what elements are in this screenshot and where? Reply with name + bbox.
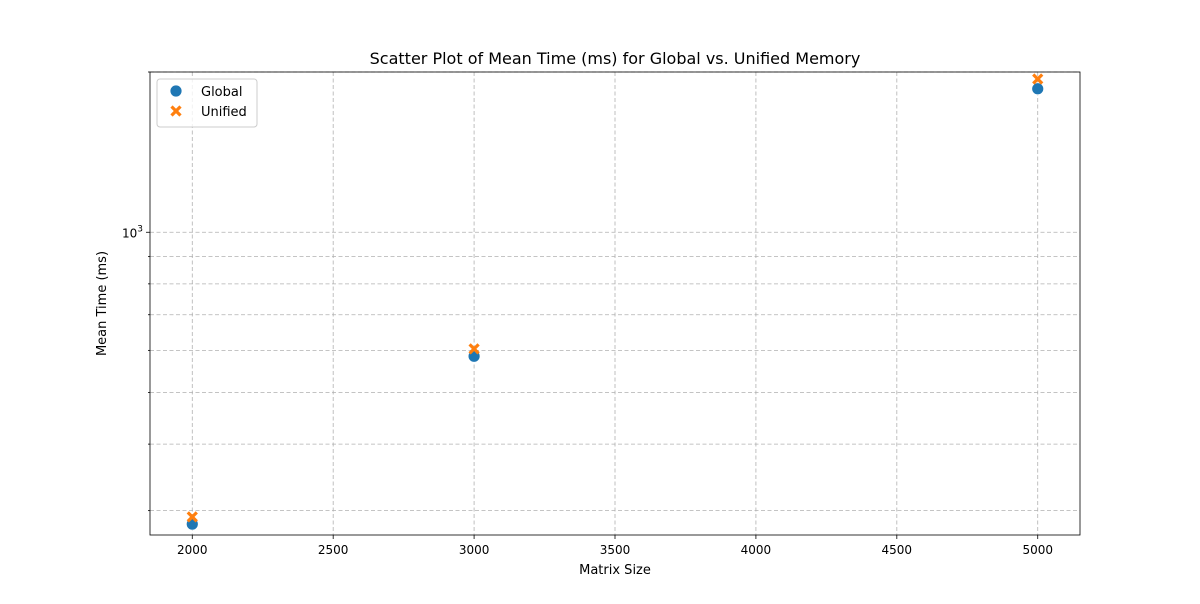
unified-point [1032,73,1044,85]
x-tick-label: 3000 [459,543,490,557]
x-marker-stroke [186,511,198,523]
x-tick-label: 2000 [177,543,208,557]
legend-label-global: Global [201,85,242,100]
y-axis-ticks: 103 [122,71,150,512]
x-tick-label: 2500 [318,543,349,557]
x-axis-ticks: 2000 2500 3000 3500 4000 4500 5000 [177,535,1053,557]
y-tick-label: 103 [122,224,143,240]
grid [150,71,1080,535]
y-axis-label: Mean Time (ms) [95,251,110,356]
legend-marker-unified [170,105,182,117]
x-axis-label: Matrix Size [579,563,651,578]
data-points [185,73,1045,531]
x-marker-stroke [170,105,182,117]
x-tick-label: 4000 [741,543,772,557]
x-tick-label: 4500 [882,543,913,557]
x-tick-label: 5000 [1022,543,1053,557]
x-marker-stroke [468,343,480,355]
x-tick-label: 3500 [600,543,631,557]
unified-point [468,343,480,355]
legend-marker-global [169,84,183,98]
chart-title: Scatter Plot of Mean Time (ms) for Globa… [370,49,861,68]
legend: Global Unified [156,78,258,128]
global-point [1031,82,1045,96]
x-marker-stroke [1032,73,1044,85]
unified-point [186,511,198,523]
legend-label-unified: Unified [201,105,247,120]
